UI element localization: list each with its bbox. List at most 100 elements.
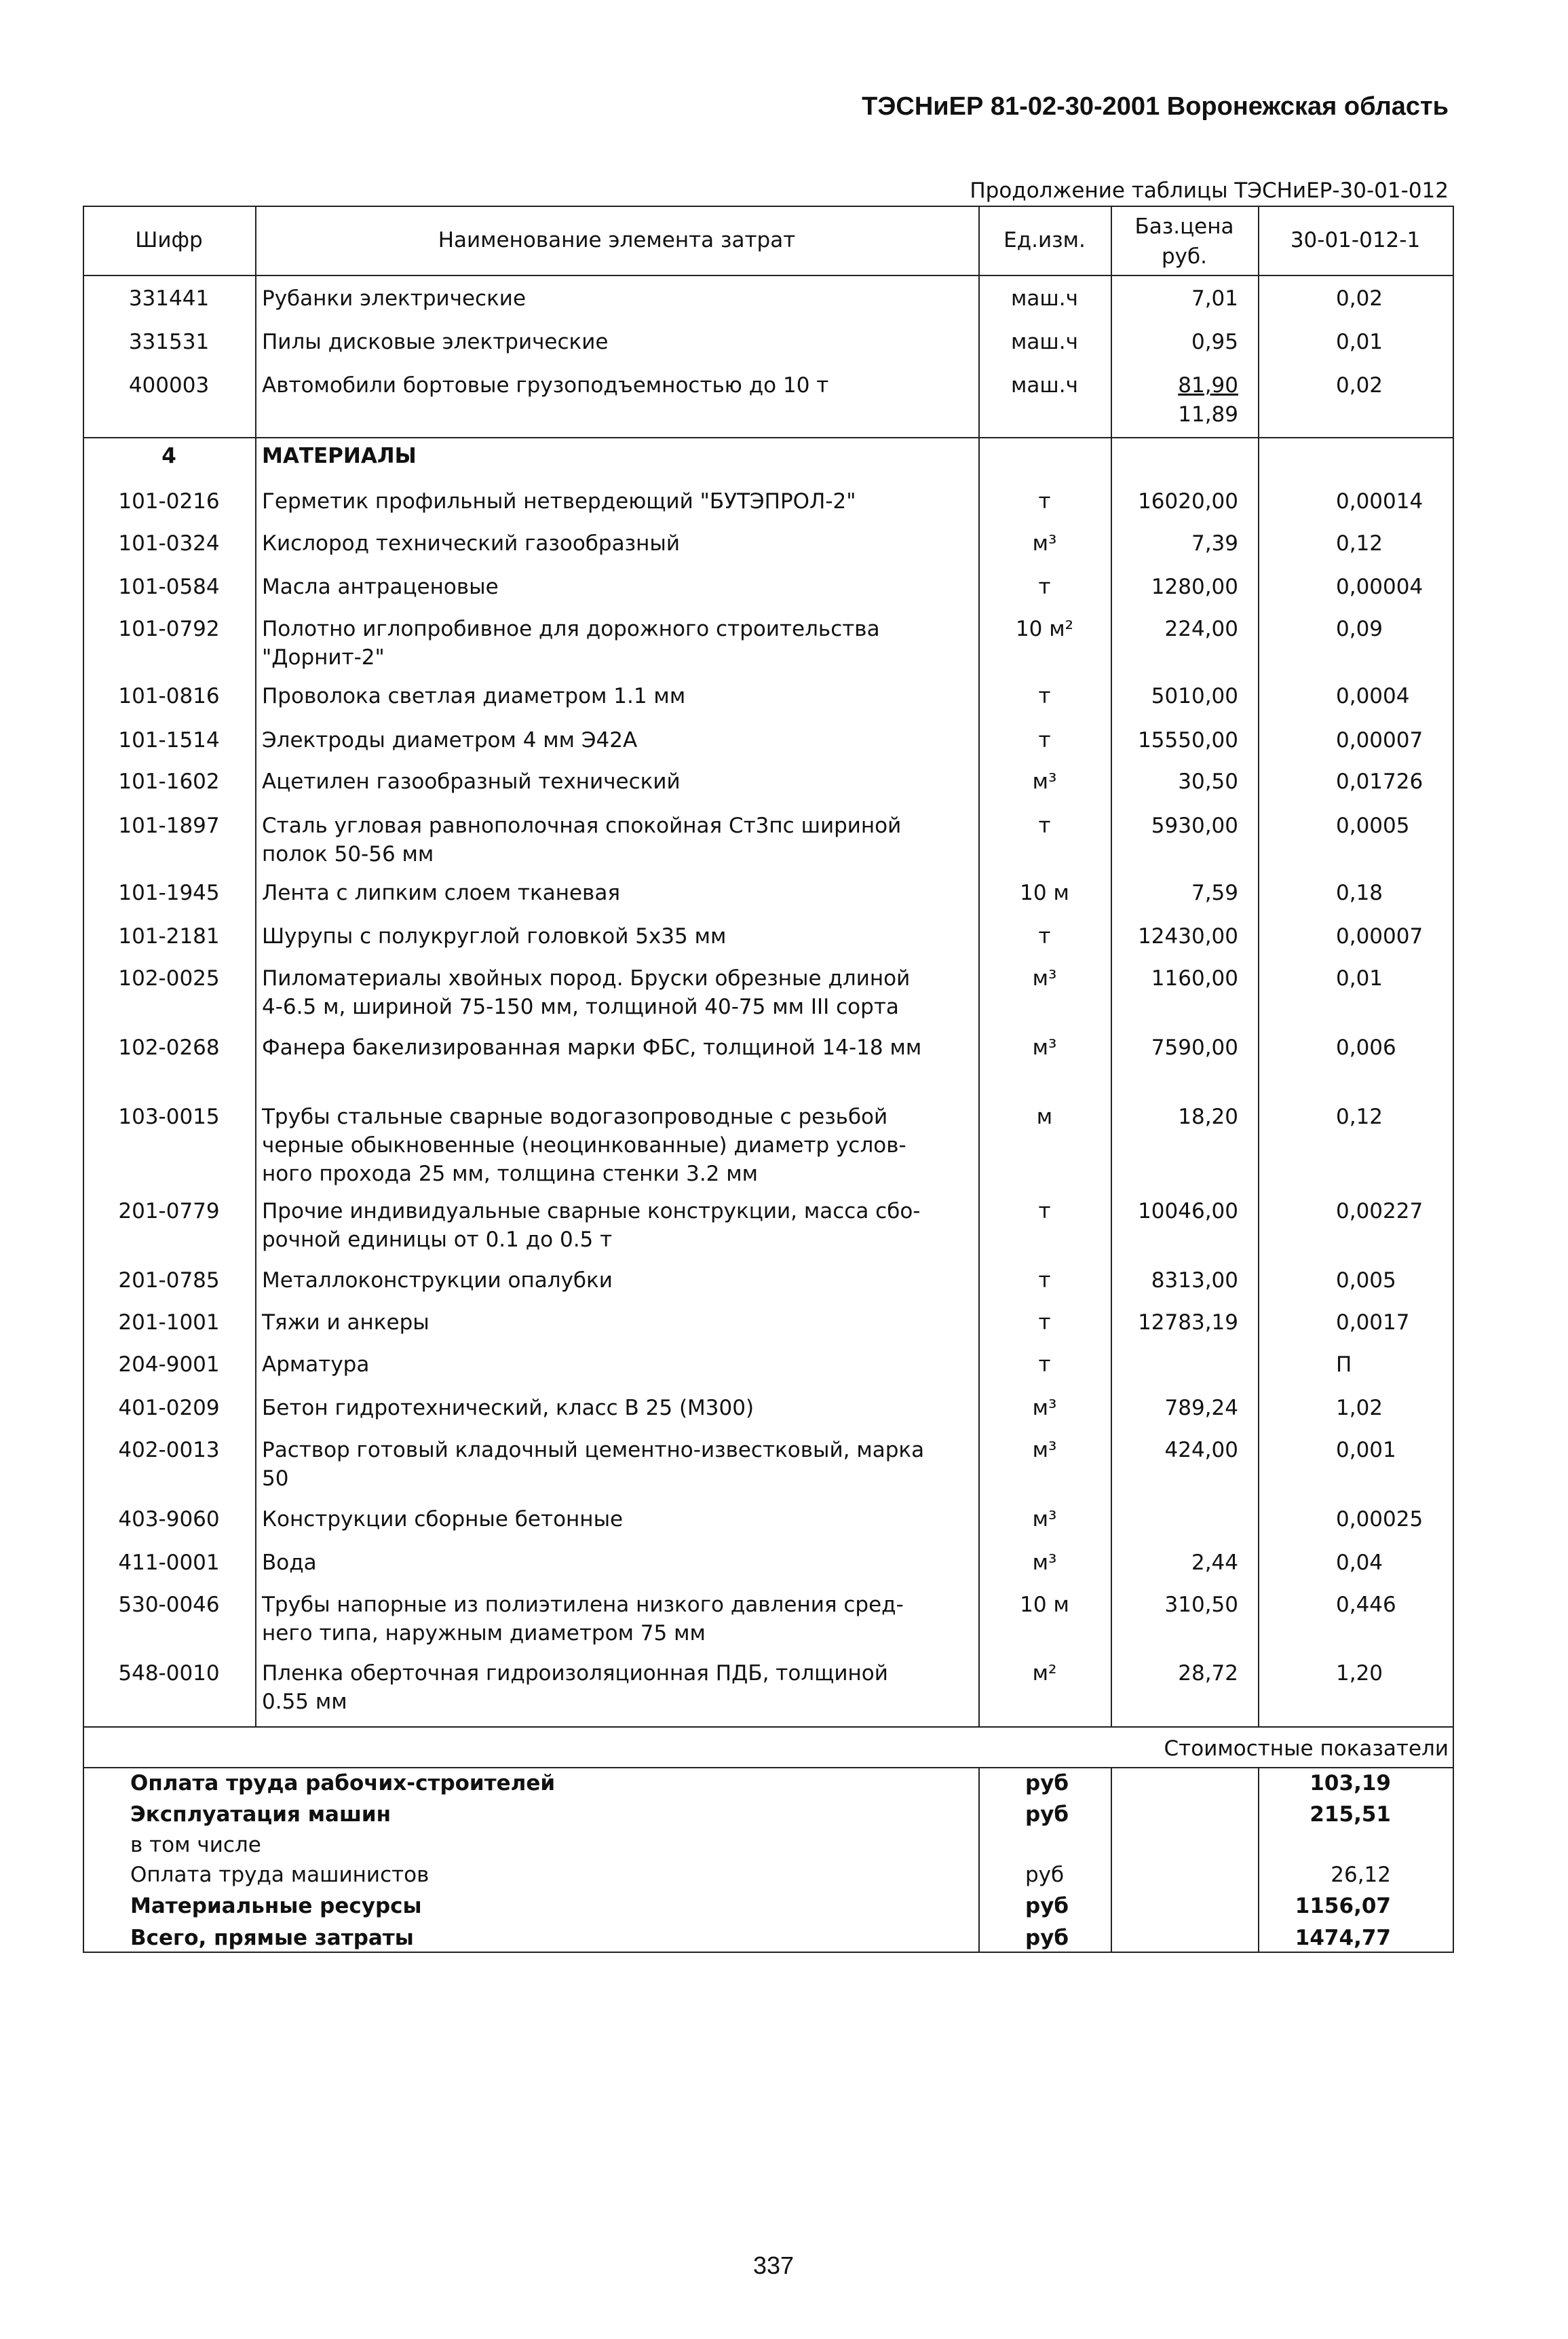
summary-unit: руб: [1025, 1894, 1069, 1919]
cell-norm: 0,0005: [1336, 813, 1410, 838]
cell-code: 101-0324: [118, 531, 220, 556]
cell-unit: т: [1038, 813, 1051, 838]
cell-norm: 1,02: [1336, 1395, 1383, 1420]
summary-value: 1156,07: [1295, 1894, 1391, 1919]
table-rule: [83, 1726, 1454, 1728]
cell-code: 548-0010: [118, 1661, 220, 1686]
cell-name: Полотно иглопробивное для дорожного стро…: [262, 616, 880, 641]
cell-name: 0.55 мм: [262, 1690, 347, 1715]
cell-norm: 0,12: [1336, 531, 1383, 556]
summary-unit: руб: [1025, 1925, 1069, 1950]
cell-price: 7,39: [1191, 531, 1238, 556]
cell-name: 50: [262, 1466, 289, 1491]
cell-name: Проволока светлая диаметром 1.1 мм: [262, 684, 686, 709]
cell-name: Пиломатериалы хвойных пород. Бруски обре…: [262, 966, 911, 991]
summary-label: Материальные ресурсы: [130, 1894, 422, 1919]
cell-unit: 10 м²: [1015, 616, 1074, 641]
cell-norm: 0,00004: [1336, 574, 1423, 599]
table-rule: [255, 206, 256, 1726]
cell-code: 101-1602: [118, 769, 220, 795]
cell-unit: т: [1038, 684, 1051, 709]
cell-name: Трубы стальные сварные водогазопроводные…: [262, 1104, 888, 1129]
cell-code: 101-0792: [118, 616, 220, 641]
cell-code: 530-0046: [118, 1592, 220, 1617]
column-header: 30-01-012-1: [1290, 227, 1421, 252]
cell-name: 4-6.5 м, шириной 75-150 мм, толщиной 40-…: [262, 995, 899, 1020]
page-number: 337: [753, 2251, 795, 2279]
table-rule: [1258, 206, 1259, 1726]
cell-norm: 0,12: [1336, 1104, 1383, 1129]
table-caption: Продолжение таблицы ТЭСНиЕР-30-01-012: [970, 178, 1449, 203]
table-rule: [1258, 1767, 1259, 1952]
cell-code: 402-0013: [118, 1437, 220, 1462]
cell-code: 103-0015: [118, 1104, 220, 1129]
cell-unit: м³: [1032, 531, 1057, 556]
page-title: ТЭСНиЕР 81-02-30-2001 Воронежская област…: [862, 92, 1449, 121]
table-rule: [978, 206, 980, 1726]
cell-norm: 1,20: [1336, 1661, 1383, 1686]
cell-code: 102-0025: [118, 966, 220, 991]
summary-title: Стоимостные показатели: [1164, 1736, 1449, 1761]
cell-unit: т: [1038, 727, 1051, 753]
cell-price: 16020,00: [1138, 489, 1238, 514]
cell-name: Трубы напорные из полиэтилена низкого да…: [262, 1592, 904, 1617]
cell-code: 201-0779: [118, 1199, 220, 1224]
summary-unit: руб: [1025, 1770, 1069, 1795]
cell-norm: 0,01: [1336, 966, 1383, 991]
cell-unit: т: [1038, 924, 1051, 949]
cell-unit: т: [1038, 1268, 1051, 1293]
cell-unit: 10 м: [1020, 1592, 1069, 1617]
cell-unit: м³: [1032, 1035, 1057, 1060]
table-rule: [83, 1952, 1454, 1953]
cell-code: 400003: [128, 373, 210, 398]
cell-price: 5930,00: [1151, 813, 1238, 838]
cell-name: Масла антраценовые: [262, 574, 499, 599]
cell-code: 411-0001: [118, 1550, 220, 1575]
column-header: Шифр: [135, 227, 203, 252]
summary-label: Эксплуатация машин: [130, 1802, 391, 1827]
cell-price: 0,95: [1191, 330, 1238, 355]
cell-unit: маш.ч: [1011, 373, 1078, 398]
cell-name: черные обыкновенные (неоцинкованные) диа…: [262, 1133, 906, 1158]
table-rule: [1111, 206, 1112, 1726]
cell-name: "Дорнит-2": [262, 645, 385, 670]
cell-code: 101-0816: [118, 684, 220, 709]
cell-code: 101-0584: [118, 574, 220, 599]
cell-name: Тяжи и анкеры: [262, 1310, 429, 1335]
cell-price: 310,50: [1164, 1592, 1238, 1617]
cell-name: Шурупы с полукруглой головкой 5х35 мм: [262, 924, 727, 949]
cell-price: 18,20: [1178, 1104, 1238, 1129]
cell-unit: м³: [1032, 1437, 1057, 1462]
cell-norm: 0,04: [1336, 1550, 1383, 1575]
cell-name: рочной единицы от 0.1 до 0.5 т: [262, 1228, 613, 1253]
summary-label: Оплата труда машинистов: [130, 1862, 429, 1887]
cell-name: Электроды диаметром 4 мм Э42А: [262, 727, 638, 753]
cell-code: 101-1945: [118, 881, 220, 906]
cell-unit: м³: [1032, 1550, 1057, 1575]
summary-unit: руб: [1025, 1862, 1065, 1887]
cell-unit: т: [1038, 1310, 1051, 1335]
cell-code: 204-9001: [118, 1352, 220, 1377]
cell-unit: т: [1038, 1352, 1051, 1377]
cell-name: Бетон гидротехнический, класс В 25 (М300…: [262, 1395, 754, 1420]
summary-value: 26,12: [1331, 1862, 1391, 1887]
cell-price: 1160,00: [1151, 966, 1238, 991]
cell-unit: м³: [1032, 1395, 1057, 1420]
cell-name: Рубанки электрические: [262, 286, 527, 311]
table-rule: [1111, 1767, 1112, 1952]
cell-name: Сталь угловая равнополочная спокойная Ст…: [262, 813, 902, 838]
cell-price: 10046,00: [1138, 1199, 1238, 1224]
cell-norm: 0,18: [1336, 881, 1383, 906]
cell-norm: 0,00014: [1336, 489, 1423, 514]
cell-code: 102-0268: [118, 1035, 220, 1060]
cell-price: 424,00: [1164, 1437, 1238, 1462]
cell-code: 403-9060: [118, 1506, 220, 1532]
column-header: руб.: [1162, 244, 1207, 269]
cell-unit: м³: [1032, 1506, 1057, 1532]
cell-name: Вода: [262, 1550, 317, 1575]
cell-norm: 0,02: [1336, 286, 1383, 311]
cell-price: 7,01: [1191, 286, 1238, 311]
cell-unit: м²: [1032, 1661, 1057, 1686]
cell-name: Герметик профильный нетвердеющий "БУТЭПР…: [262, 489, 856, 514]
